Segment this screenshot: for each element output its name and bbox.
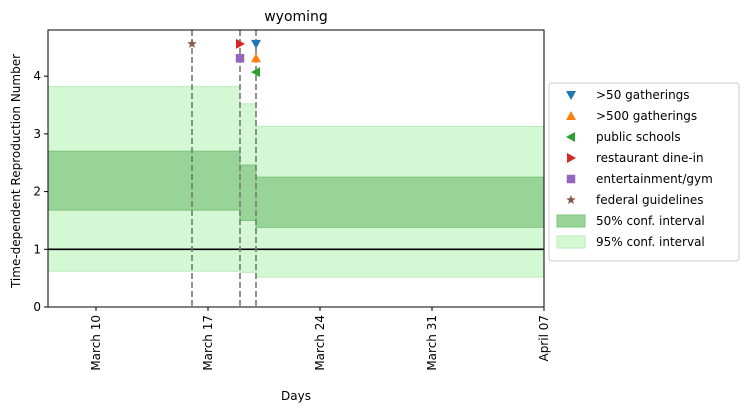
chart-title: wyoming [264,9,328,25]
legend-marker-star [566,195,576,205]
legend-label: >500 gatherings [596,109,697,123]
legend: >50 gatherings >500 gatherings public scho… [548,82,740,262]
event-marker-square [235,54,245,63]
plot-area: 0 1 2 3 4 March 10 March 17 March 24 March 31 Apr… [33,29,551,371]
legend-box [548,82,740,262]
event-marker-triangle-right [236,38,245,49]
legend-marker-square [566,174,576,184]
legend-swatch [556,214,586,228]
legend-label: restaurant dine-in [596,151,704,165]
legend-marker-triangle-up [566,111,576,120]
y-tick-label: 1 [33,242,41,256]
ci50-band [255,176,545,228]
x-tick-label: April 07 [537,315,551,362]
y-tick-label: 2 [33,185,41,199]
event-marker-triangle-down [251,39,261,49]
event-marker-triangle-left [251,67,260,78]
x-tick-label: March 24 [313,315,327,371]
axes-frame [47,29,545,308]
ci50-band [47,150,241,211]
legend-label: 50% conf. interval [596,214,705,228]
legend-label: >50 gatherings [596,88,690,102]
event-marker-triangle-up [251,53,261,63]
event-marker-star [187,38,197,48]
x-tick-label: March 31 [425,315,439,371]
legend-label: entertainment/gym [596,172,713,186]
legend-label: 95% conf. interval [596,235,705,249]
legend-label: federal guidelines [596,193,704,207]
legend-label: public schools [596,130,681,144]
ci50-band [239,164,257,221]
legend-marker-triangle-right [567,153,576,163]
legend-marker-triangle-left [566,132,575,142]
x-tick-label: March 10 [89,315,103,371]
legend-marker-triangle-down [566,91,576,100]
x-axis-label: Days [281,389,311,403]
x-tick-label: March 17 [201,315,215,371]
y-tick-label: 3 [33,127,41,141]
y-tick-label: 0 [33,300,41,314]
legend-swatch [556,235,586,249]
y-axis-label: Time-dependent Reproduction Number [9,54,23,289]
y-tick-label: 4 [33,69,41,83]
